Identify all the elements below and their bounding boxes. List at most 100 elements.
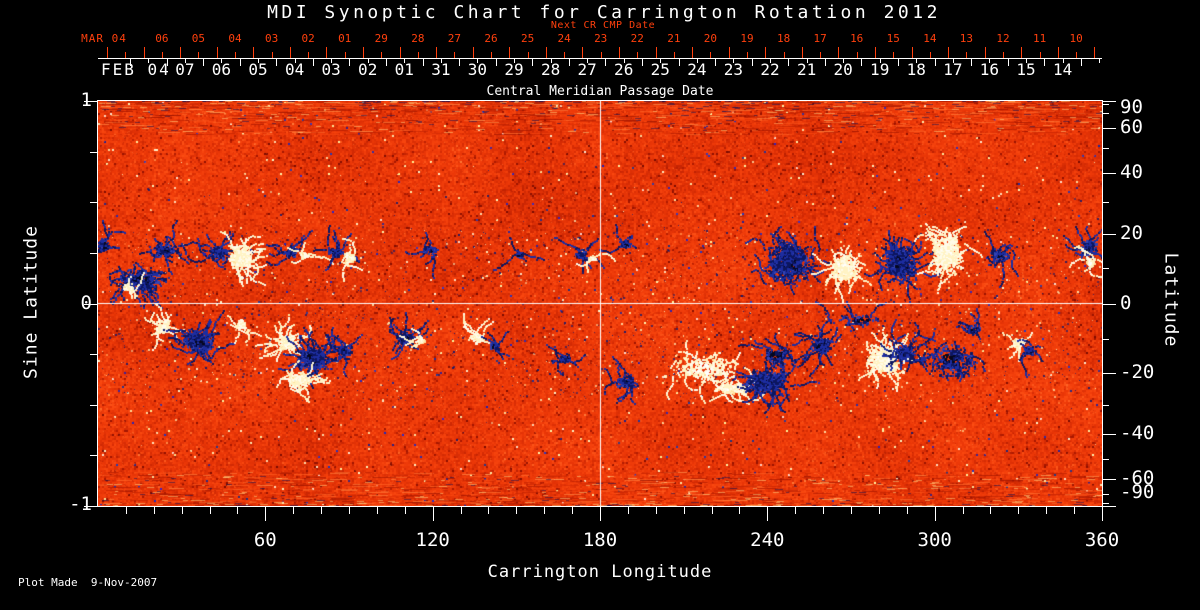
latitude-minor-tick <box>1103 113 1109 115</box>
next-cr-day-label: 27 <box>447 32 462 45</box>
longitude-tick-label: 120 <box>415 529 450 551</box>
next-cr-halfday-tick <box>454 52 456 58</box>
latitude-minor-tick <box>1103 502 1109 504</box>
longitude-minor-tick <box>153 507 155 514</box>
plot-box <box>97 100 1103 507</box>
cmp-halfday-tick <box>1026 59 1027 63</box>
next-cr-halfday-tick <box>747 52 748 58</box>
cmp-anchor-label: FEB 04 <box>101 60 171 79</box>
next-cr-halfday-tick <box>125 52 127 58</box>
cmp-day-label: 02 <box>358 60 378 79</box>
next-cr-day-tick <box>399 47 401 58</box>
cmp-day-label: 22 <box>760 60 780 79</box>
cmp-day-label: 14 <box>1052 60 1073 79</box>
cmp-halfday-tick <box>367 59 369 63</box>
latitude-minor-tick <box>1103 458 1109 460</box>
next-cr-day-label: 24 <box>557 32 571 45</box>
cmp-day-label: 01 <box>394 60 414 79</box>
longitude-minor-tick <box>181 507 183 514</box>
sine-latitude-tick-label: -1 <box>69 493 92 516</box>
cmp-halfday-tick <box>404 59 406 63</box>
cmp-day-tick <box>898 59 899 66</box>
next-cr-halfday-tick <box>673 52 675 58</box>
longitude-minor-tick <box>683 507 685 514</box>
next-cr-day-label: 02 <box>301 32 315 45</box>
longitude-minor-tick <box>1018 507 1020 514</box>
longitude-minor-tick <box>293 507 295 514</box>
cmp-halfday-tick <box>916 59 918 63</box>
cmp-halfday-tick <box>952 59 954 63</box>
cmp-day-label: 26 <box>614 60 634 79</box>
cmp-day-tick <box>495 59 497 66</box>
next-cr-halfday-tick <box>820 52 822 58</box>
cmp-day-label: 15 <box>1016 60 1036 79</box>
next-cr-halfday-tick <box>308 52 310 58</box>
next-cr-halfday-tick <box>271 52 273 58</box>
latitude-tick-label: -90 <box>1120 481 1155 504</box>
next-cr-day-tick <box>875 47 876 58</box>
next-cr-cmp-date-label: Next CR CMP Date <box>550 20 656 31</box>
cmp-halfday-tick <box>148 59 150 63</box>
longitude-minor-tick <box>906 507 908 514</box>
longitude-minor-tick <box>627 507 629 514</box>
next-cr-day-label: 23 <box>594 32 608 45</box>
right-axis-title: Latitude <box>1160 252 1182 348</box>
next-cr-halfday-tick <box>1039 52 1041 58</box>
cmp-day-tick <box>824 59 826 66</box>
cmp-day-label: 19 <box>870 60 890 79</box>
cmp-halfday-tick <box>1099 59 1101 63</box>
cmp-halfday-tick <box>294 59 296 63</box>
next-cr-halfday-tick <box>856 52 858 58</box>
latitude-major-tick <box>1103 372 1116 374</box>
cmp-day-label: 21 <box>796 60 817 79</box>
next-cr-halfday-tick <box>783 52 785 58</box>
cmp-day-label: 20 <box>833 60 853 79</box>
longitude-major-tick <box>1102 507 1103 521</box>
next-cr-day-tick <box>765 47 767 58</box>
longitude-minor-tick <box>544 507 546 514</box>
longitude-minor-tick <box>851 507 852 514</box>
next-cr-day-tick <box>619 47 620 58</box>
latitude-minor-tick <box>1103 338 1109 340</box>
next-cr-day-label: 01 <box>338 32 352 45</box>
cmp-halfday-tick <box>477 59 479 63</box>
cmp-day-label: 05 <box>248 60 268 79</box>
next-cr-day-label: 17 <box>813 32 827 45</box>
cmp-day-label: 24 <box>687 60 707 79</box>
sine-latitude-minor-tick <box>90 455 97 457</box>
next-cr-day-tick <box>911 47 913 58</box>
next-cr-day-label: 11 <box>1032 32 1047 45</box>
longitude-minor-tick <box>572 507 574 514</box>
next-cr-day-tick <box>509 47 511 58</box>
longitude-minor-tick <box>321 507 323 514</box>
next-cr-day-label: 15 <box>886 32 900 45</box>
cmp-day-tick <box>239 59 241 66</box>
next-cr-day-tick <box>545 47 547 58</box>
longitude-minor-tick <box>655 507 657 514</box>
cmp-day-tick <box>1007 59 1009 66</box>
next-cr-day-label: 04 <box>228 32 242 45</box>
latitude-tick-label: -40 <box>1120 421 1155 444</box>
synoptic-magnetogram-canvas <box>98 101 1102 506</box>
latitude-tick-label: 60 <box>1120 116 1143 139</box>
cmp-day-label: 18 <box>906 60 926 79</box>
latitude-tick-label: 40 <box>1120 161 1143 184</box>
latitude-minor-tick <box>1103 268 1109 270</box>
latitude-major-tick <box>1103 433 1116 435</box>
next-cr-day-tick <box>582 47 584 58</box>
longitude-minor-tick <box>1046 507 1048 514</box>
cmp-halfday-tick <box>623 59 625 63</box>
cmp-halfday-tick <box>806 59 808 63</box>
longitude-major-tick <box>767 507 769 521</box>
next-cr-halfday-tick <box>893 52 895 58</box>
next-cr-day-tick <box>948 47 950 58</box>
plot-made-label: Plot Made 9-Nov-2007 <box>18 576 158 589</box>
page-title: MDI Synoptic Chart for Carrington Rotati… <box>267 2 941 23</box>
next-cr-halfday-tick <box>1076 52 1078 58</box>
next-cr-day-label: 25 <box>520 32 535 45</box>
longitude-major-tick <box>600 507 601 521</box>
cmp-halfday-tick <box>221 59 223 63</box>
cmp-halfday-tick <box>696 59 698 63</box>
next-cr-day-label: 12 <box>996 32 1010 45</box>
latitude-minor-tick <box>1103 404 1109 406</box>
